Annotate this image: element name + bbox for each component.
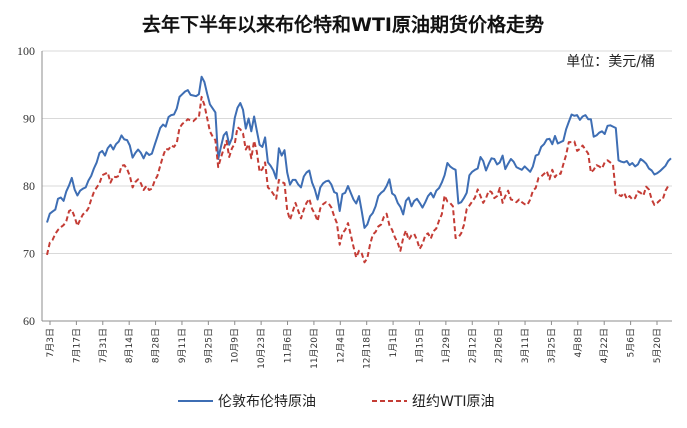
x-tick-label: 2月26日 bbox=[494, 328, 505, 363]
y-tick-label: 60 bbox=[23, 314, 35, 328]
x-tick-label: 8月28日 bbox=[151, 328, 162, 363]
x-tick-label: 9月25日 bbox=[203, 328, 214, 363]
chart-title: 去年下半年以来布伦特和WTI原油期货价格走势 bbox=[142, 13, 544, 36]
x-tick-label: 3月25日 bbox=[546, 328, 557, 363]
x-tick-label: 11月6日 bbox=[283, 328, 294, 363]
y-tick-label: 70 bbox=[23, 247, 35, 261]
series-lines bbox=[46, 75, 672, 264]
legend-label-brent: 伦敦布伦特原油 bbox=[218, 394, 316, 410]
series-line-1 bbox=[46, 95, 670, 264]
x-tick-label: 4月22日 bbox=[599, 328, 610, 363]
x-tick-label: 3月11日 bbox=[520, 328, 531, 363]
x-tick-label: 11月20日 bbox=[309, 328, 320, 369]
x-tick-label: 12月18日 bbox=[362, 328, 373, 369]
x-tick-labels: 7月3日 7月17日 7月31日 8月14日 8月28日 9月11日 9月25日 10月9日 1… bbox=[45, 328, 663, 369]
x-tick-label: 5月20日 bbox=[652, 328, 663, 363]
x-tick-label: 1月1日 bbox=[388, 328, 399, 357]
x-tick-label: 7月31日 bbox=[98, 328, 109, 363]
y-tick-labels: 60 70 80 90 100 bbox=[17, 44, 35, 328]
x-tick-label: 12月4日 bbox=[335, 328, 346, 363]
unit-label: 单位：美元/桶 bbox=[566, 54, 655, 70]
x-tick-label: 1月15日 bbox=[414, 328, 425, 363]
series-line-0 bbox=[46, 75, 672, 229]
x-tick-label: 1月29日 bbox=[441, 328, 452, 363]
x-tick-label: 10月9日 bbox=[230, 328, 241, 363]
x-tick-label: 2月12日 bbox=[467, 328, 478, 363]
axes bbox=[41, 51, 672, 325]
legend: 伦敦布伦特原油 纽约WTI原油 bbox=[178, 394, 495, 410]
x-tick-label: 5月6日 bbox=[626, 328, 637, 357]
legend-label-wti: 纽约WTI原油 bbox=[412, 394, 495, 410]
y-tick-label: 100 bbox=[17, 44, 35, 58]
x-tick-label: 7月3日 bbox=[45, 328, 56, 357]
y-tick-label: 90 bbox=[23, 112, 35, 126]
x-tick-label: 8月14日 bbox=[124, 328, 135, 363]
y-tick-label: 80 bbox=[23, 179, 35, 193]
x-tick-label: 7月17日 bbox=[71, 328, 82, 363]
x-tick-label: 4月8日 bbox=[573, 328, 584, 357]
x-tick-label: 9月11日 bbox=[177, 328, 188, 363]
x-tick-label: 10月23日 bbox=[256, 328, 267, 369]
